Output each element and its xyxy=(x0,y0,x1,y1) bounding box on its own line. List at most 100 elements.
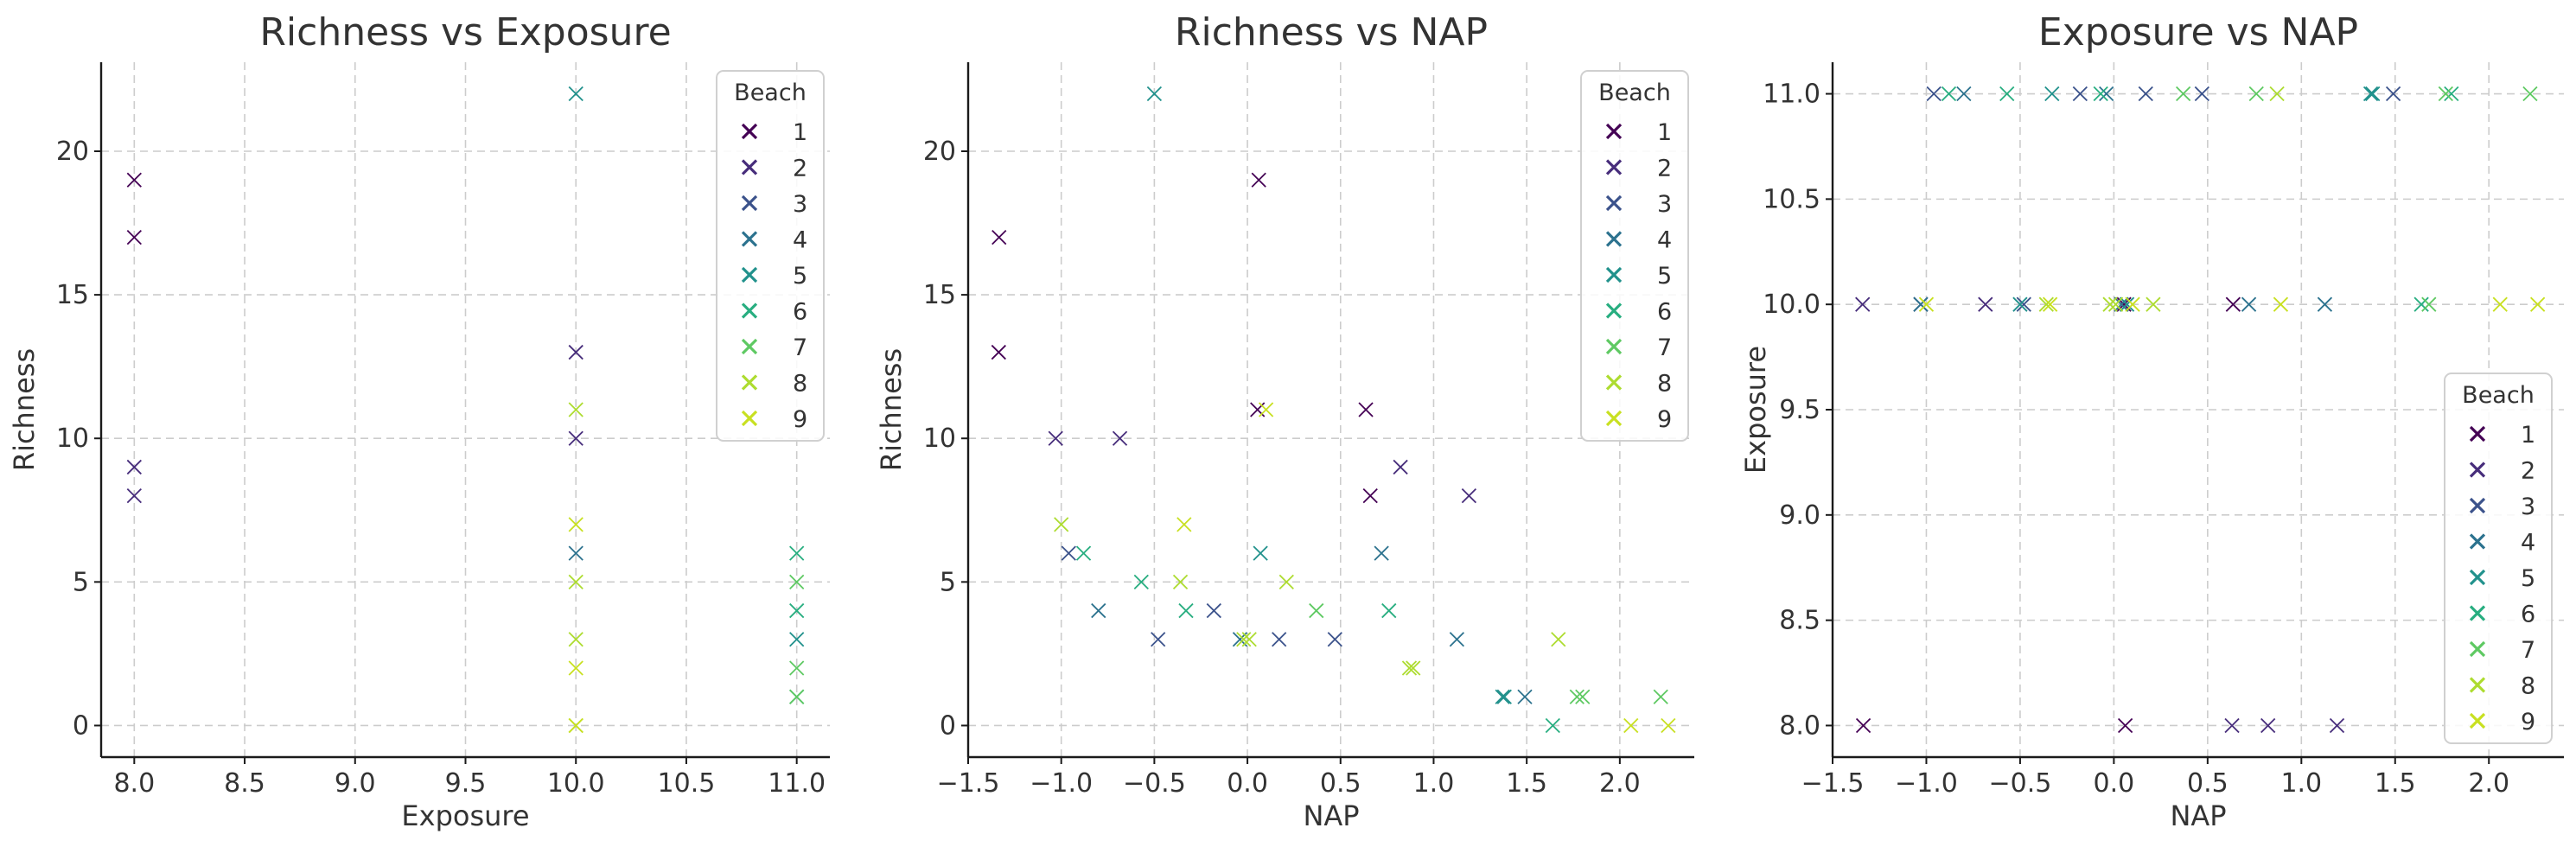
data-point-stroke-b xyxy=(1545,717,1560,734)
legend-marker-stroke-b xyxy=(2469,712,2486,729)
legend-label: 3 xyxy=(1657,191,1672,218)
legend-marker-stroke-b xyxy=(2469,462,2486,478)
legend-label: 5 xyxy=(2521,565,2535,592)
series-beach-1 xyxy=(126,172,142,245)
legend-item-8: 8 xyxy=(2469,673,2535,700)
data-point xyxy=(2176,86,2191,102)
data-point-stroke-b xyxy=(568,632,583,647)
legend-label: 4 xyxy=(793,227,807,254)
y-axis-label: Exposure xyxy=(1739,346,1772,474)
data-point-stroke-b xyxy=(1661,717,1676,734)
data-point-stroke-b xyxy=(789,574,805,589)
series-beach-8 xyxy=(2038,86,2285,312)
legend-item-1: 1 xyxy=(1605,119,1672,146)
data-point xyxy=(2119,296,2135,312)
legend-marker-stroke-b xyxy=(2469,425,2486,443)
data-point-stroke-b xyxy=(2269,86,2285,102)
data-point xyxy=(991,344,1006,360)
data-point-stroke-b xyxy=(1272,632,1287,647)
data-point xyxy=(2138,86,2153,102)
data-point xyxy=(568,517,583,532)
data-point-stroke-b xyxy=(1172,574,1189,589)
legend: Beach 1 2 3 4 5 6 7 8 9 xyxy=(2444,373,2553,744)
data-point xyxy=(1241,632,1257,647)
data-point xyxy=(568,660,583,676)
legend-frame xyxy=(1580,70,1689,442)
data-point xyxy=(568,545,583,561)
data-point xyxy=(789,689,805,704)
legend: Beach 1 2 3 4 5 6 7 8 9 xyxy=(716,70,825,442)
data-point-stroke-b xyxy=(568,402,583,417)
data-point xyxy=(1272,632,1287,647)
data-point xyxy=(992,230,1007,245)
legend-item-5: 5 xyxy=(1605,263,1672,290)
x-axis-label: NAP xyxy=(1303,799,1359,832)
data-point xyxy=(568,402,583,417)
data-point-stroke-b xyxy=(1496,689,1512,704)
data-point xyxy=(1978,296,1993,312)
legend-marker-stroke-b xyxy=(1605,231,1623,247)
data-point-stroke-b xyxy=(126,172,142,188)
series-beach-4 xyxy=(1091,545,1533,704)
data-point xyxy=(126,459,142,475)
legend-label: 3 xyxy=(2521,494,2535,520)
legend-item-9: 9 xyxy=(2469,709,2535,736)
data-point xyxy=(2016,296,2031,312)
data-point xyxy=(2117,717,2133,734)
y-tick-label: 5 xyxy=(73,567,89,597)
data-point xyxy=(2522,86,2538,102)
data-point-stroke-b xyxy=(1495,689,1510,704)
data-point-stroke-b xyxy=(1327,632,1342,647)
panel-exposure-vs-nap: −1.5 −1.0 −0.5 0.0 0.5 1.0 1.5 2.0 8.0 8.5 9.0 9.5 1… xyxy=(1739,10,2564,832)
data-point xyxy=(2241,296,2257,312)
data-point-stroke-b xyxy=(1112,430,1128,446)
data-point-stroke-b xyxy=(2125,296,2140,312)
y-tick-label: 15 xyxy=(923,280,956,310)
series-beach-6 xyxy=(1075,545,1560,734)
legend-marker-stroke-b xyxy=(2469,497,2486,514)
legend-item-5: 5 xyxy=(741,263,807,290)
data-point-stroke-b xyxy=(1913,296,1929,312)
data-point xyxy=(2260,717,2276,734)
data-point xyxy=(1956,86,1972,102)
legend-marker-stroke-b xyxy=(741,123,758,140)
data-point-stroke-b xyxy=(1258,402,1274,417)
legend-item-2: 2 xyxy=(1605,156,1672,182)
data-point-stroke-b xyxy=(568,86,583,102)
series-beach-5 xyxy=(1146,86,1512,704)
data-point-stroke-b xyxy=(1151,632,1166,647)
chart-title: Richness vs NAP xyxy=(1175,10,1488,54)
data-point xyxy=(1623,717,1639,734)
data-point xyxy=(1048,430,1063,446)
x-tick-label: 8.0 xyxy=(113,768,155,799)
x-tick-label: 1.5 xyxy=(2375,768,2416,799)
x-tick-label: −1.5 xyxy=(1801,768,1865,799)
data-point xyxy=(568,344,583,360)
series-beach-5 xyxy=(2012,86,2381,312)
data-point xyxy=(2093,86,2108,102)
y-tick-label: 8.5 xyxy=(1779,606,1820,636)
data-point xyxy=(568,430,583,446)
data-point xyxy=(1918,296,1935,312)
legend-label: 6 xyxy=(2521,602,2535,628)
chart-title: Richness vs Exposure xyxy=(259,10,671,54)
data-point xyxy=(126,488,142,504)
data-point-stroke-b xyxy=(2072,86,2088,102)
data-point-stroke-b xyxy=(2114,296,2129,312)
data-point-stroke-b xyxy=(2492,296,2508,312)
data-point-stroke-b xyxy=(1517,689,1533,704)
data-point-stroke-b xyxy=(568,574,583,589)
data-point xyxy=(1517,689,1533,704)
data-point-stroke-b xyxy=(1575,689,1591,704)
legend-marker-stroke-b xyxy=(2469,569,2486,586)
legend-item-4: 4 xyxy=(1605,227,1672,254)
data-point xyxy=(1206,602,1221,619)
legend-marker-stroke-b xyxy=(1605,410,1623,427)
data-point-stroke-b xyxy=(2107,296,2124,312)
data-point xyxy=(1278,574,1294,589)
legend-label: 7 xyxy=(2521,637,2535,664)
data-point-stroke-b xyxy=(2248,86,2264,102)
x-tick-label: 0.5 xyxy=(2187,768,2228,799)
data-point-stroke-b xyxy=(2038,296,2054,312)
